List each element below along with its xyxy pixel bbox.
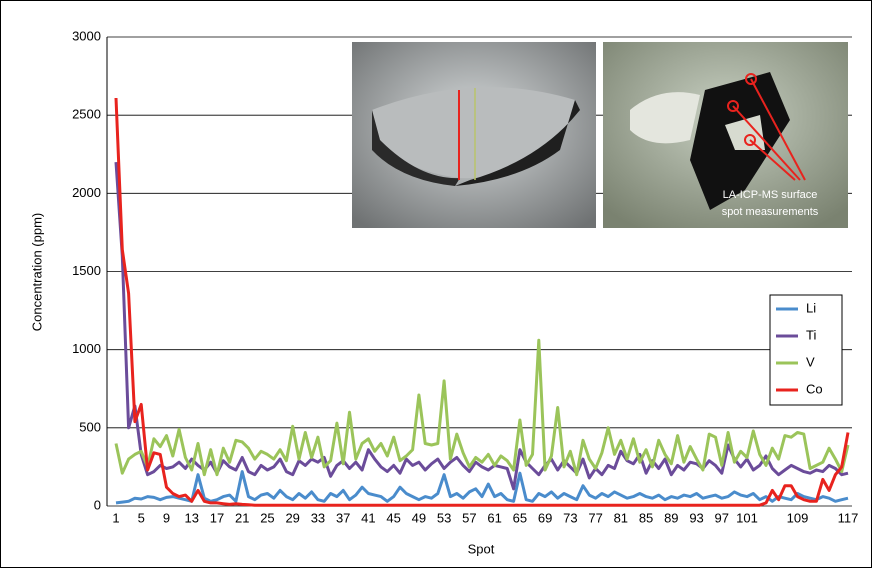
x-tick-label: 1 (112, 510, 119, 525)
y-tick-label: 500 (79, 419, 101, 434)
x-tick-label: 89 (664, 510, 678, 525)
x-tick-label: 109 (787, 510, 809, 525)
x-tick-label: 81 (614, 510, 628, 525)
x-axis-label: Spot (468, 541, 495, 556)
x-tick-label: 41 (361, 510, 375, 525)
x-tick-label: 97 (715, 510, 729, 525)
x-tick-label: 93 (689, 510, 703, 525)
y-tick-label: 1000 (72, 341, 101, 356)
photo-left (352, 42, 596, 228)
x-tick-label: 65 (513, 510, 527, 525)
x-tick-label: 25 (260, 510, 274, 525)
legend-label: Li (806, 300, 816, 315)
x-tick-label: 77 (588, 510, 602, 525)
y-tick-label: 0 (94, 497, 101, 512)
x-tick-label: 9 (163, 510, 170, 525)
annotation: spot measurements (722, 206, 819, 218)
legend-label: Ti (806, 327, 816, 342)
x-tick-label: 57 (462, 510, 476, 525)
chart: LA-ICP-MS surface spot measurements Conc… (0, 0, 872, 568)
x-tick-label: 29 (285, 510, 299, 525)
x-tick-label: 13 (184, 510, 198, 525)
legend-label: V (806, 354, 815, 369)
y-tick-label: 3000 (72, 28, 101, 43)
x-tick-label: 73 (563, 510, 577, 525)
legend-label: Co (806, 381, 823, 396)
x-tick-label: 33 (311, 510, 325, 525)
x-tick-label: 53 (437, 510, 451, 525)
x-tick-label: 69 (538, 510, 552, 525)
y-tick-label: 1500 (72, 263, 101, 278)
y-axis-label: Concentration (ppm) (29, 213, 44, 332)
x-tick-label: 45 (386, 510, 400, 525)
annotation: LA-ICP-MS surface (723, 189, 818, 201)
x-tick-label: 117 (838, 510, 859, 525)
y-tick-label: 2000 (72, 185, 101, 200)
x-tick-label: 49 (412, 510, 426, 525)
x-tick-label: 37 (336, 510, 350, 525)
x-tick-label: 85 (639, 510, 653, 525)
x-tick-label: 21 (235, 510, 249, 525)
x-tick-label: 61 (487, 510, 501, 525)
x-tick-label: 5 (138, 510, 145, 525)
y-tick-label: 2500 (72, 107, 101, 122)
x-tick-label: 101 (736, 510, 758, 525)
x-tick-label: 17 (210, 510, 224, 525)
